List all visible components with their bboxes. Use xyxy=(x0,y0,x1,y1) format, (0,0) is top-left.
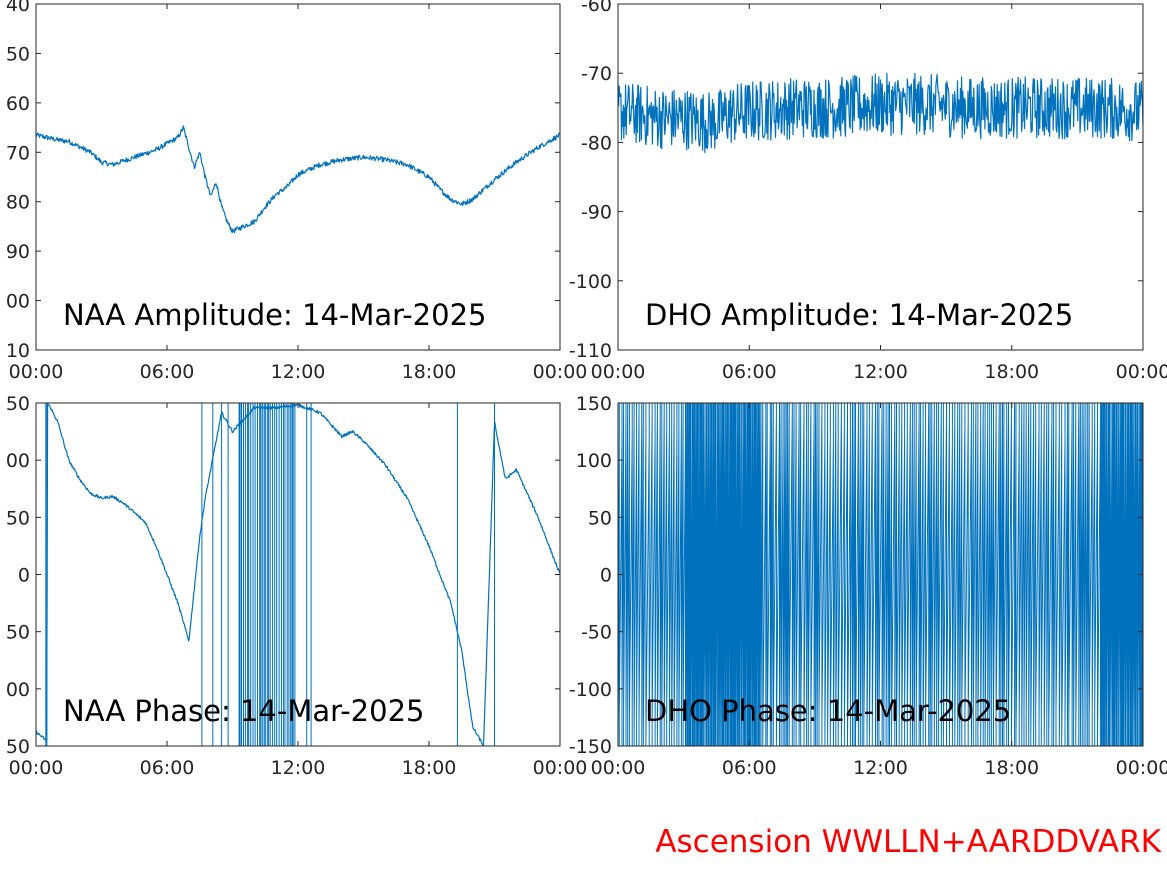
panel-title: DHO Amplitude: 14-Mar-2025 xyxy=(645,298,1073,332)
x-tick-label: 12:00 xyxy=(271,361,326,383)
x-tick-label: 00:00 xyxy=(591,757,646,779)
x-tick-label: 06:00 xyxy=(722,361,777,383)
x-tick-label: 12:00 xyxy=(853,757,908,779)
x-tick-label: 06:00 xyxy=(722,757,777,779)
y-tick-label: -60 xyxy=(581,0,612,16)
x-tick-label: 00:00 xyxy=(1116,361,1167,383)
y-tick-label: 0 xyxy=(600,565,612,587)
y-tick-label: 70 xyxy=(6,142,30,164)
y-tick-label: 90 xyxy=(6,241,30,263)
y-tick-label: -50 xyxy=(581,622,612,644)
y-tick-label: -90 xyxy=(581,202,612,224)
dho-phase-panel: 00:00 06:00 12:00 18:00 00:00 150 100 50 0 -50 -10… xyxy=(569,393,1167,779)
y-tick-label: 00 xyxy=(6,450,30,472)
y-tick-label: 00 xyxy=(6,679,30,701)
x-tick-label: 12:00 xyxy=(853,361,908,383)
y-tick-label: -100 xyxy=(569,271,612,293)
x-tick-label: 00:00 xyxy=(533,361,588,383)
station-label: Ascension WWLLN+AARDDVARK xyxy=(655,824,1161,860)
naa-amplitude-panel: 00:00 06:00 12:00 18:00 00:00 40 50 60 70 80 90 00 1… xyxy=(6,0,588,383)
x-tick-label: 18:00 xyxy=(984,757,1039,779)
naa-phase-panel: 00:00 06:00 12:00 18:00 00:005000500500050NA… xyxy=(6,393,588,779)
x-tick-label: 06:00 xyxy=(140,757,195,779)
x-tick-label: 18:00 xyxy=(402,361,457,383)
y-tick-label: 10 xyxy=(6,340,30,362)
series-line xyxy=(618,403,1143,746)
x-tick-label: 12:00 xyxy=(271,757,326,779)
panel-title: NAA Amplitude: 14-Mar-2025 xyxy=(63,298,487,332)
dho-amplitude-panel: 00:00 06:00 12:00 18:00 00:00 -60 -70 -80 -90 -10… xyxy=(569,0,1167,383)
y-tick-label: 0 xyxy=(18,565,30,587)
y-tick-label: 50 xyxy=(6,43,30,65)
x-tick-label: 00:00 xyxy=(533,757,588,779)
x-tick-label: 18:00 xyxy=(402,757,457,779)
series-line xyxy=(36,125,560,234)
x-tick-label: 00:00 xyxy=(1116,757,1167,779)
y-tick-label: 50 xyxy=(6,736,30,758)
y-tick-label: 150 xyxy=(576,393,612,415)
y-tick-label: 80 xyxy=(6,192,30,214)
x-tick-label: 00:00 xyxy=(591,361,646,383)
y-tick-label: -110 xyxy=(569,340,612,362)
x-tick-label: 00:00 xyxy=(9,757,64,779)
y-tick-label: 60 xyxy=(6,93,30,115)
y-tick-label: 50 xyxy=(6,393,30,415)
y-tick-label: -70 xyxy=(581,63,612,85)
y-tick-label: 100 xyxy=(576,450,612,472)
x-tick-label: 06:00 xyxy=(140,361,195,383)
y-tick-label: -80 xyxy=(581,132,612,154)
y-tick-label: 50 xyxy=(6,622,30,644)
y-tick-label: 40 xyxy=(6,0,30,16)
y-tick-label: 50 xyxy=(6,507,30,529)
y-tick-label: 50 xyxy=(588,507,612,529)
y-tick-label: -100 xyxy=(569,679,612,701)
y-tick-label: 00 xyxy=(6,291,30,313)
panel-title: DHO Phase: 14-Mar-2025 xyxy=(645,694,1011,728)
x-tick-label: 18:00 xyxy=(984,361,1039,383)
panel-title: NAA Phase: 14-Mar-2025 xyxy=(63,694,424,728)
x-tick-label: 00:00 xyxy=(9,361,64,383)
phase-wrap-lines xyxy=(45,403,495,746)
y-tick-label: -150 xyxy=(569,736,612,758)
series-line xyxy=(618,72,1143,154)
